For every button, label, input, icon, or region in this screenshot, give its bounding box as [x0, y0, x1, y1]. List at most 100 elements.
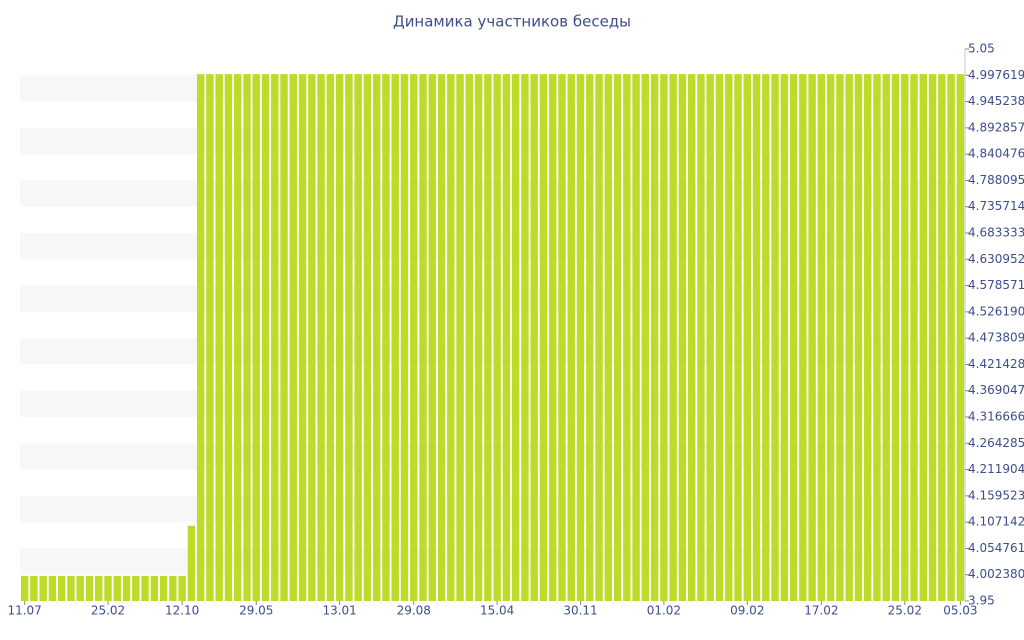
- bar: [437, 74, 446, 601]
- bar: [215, 74, 223, 601]
- bar: [650, 74, 659, 601]
- bar: [715, 74, 724, 601]
- bar: [938, 74, 946, 601]
- x-tick-label: 15.04: [480, 604, 514, 618]
- y-tick-label: 4.002380: [968, 567, 1024, 581]
- bar: [48, 575, 57, 601]
- bar: [178, 575, 186, 601]
- bar: [845, 74, 853, 601]
- bar: [734, 74, 742, 601]
- bar: [57, 575, 66, 601]
- bar: [493, 74, 501, 601]
- x-tick-label: 11.07: [7, 604, 41, 618]
- bar: [613, 74, 622, 601]
- bar: [576, 74, 585, 601]
- bar: [419, 74, 427, 601]
- y-tick-label: 4.369047: [968, 383, 1024, 397]
- y-tick-label: 4.840476: [968, 147, 1024, 161]
- bar: [187, 525, 196, 601]
- bar: [632, 74, 640, 601]
- bar: [354, 74, 362, 601]
- bar: [687, 74, 696, 601]
- bar: [919, 74, 928, 601]
- bar: [363, 74, 372, 601]
- y-tick-label: 4.630952: [968, 252, 1024, 266]
- bar: [660, 74, 668, 601]
- bar: [771, 74, 779, 601]
- bar: [530, 74, 538, 601]
- bar: [447, 74, 455, 601]
- y-tick-label: 4.107142: [968, 515, 1024, 529]
- bar: [910, 74, 918, 601]
- bar: [891, 74, 900, 601]
- bar: [826, 74, 835, 601]
- bar: [39, 575, 47, 601]
- y-tick-label: 4.316666: [968, 410, 1024, 424]
- bar: [150, 575, 159, 601]
- bar: [752, 74, 761, 601]
- bar: [271, 74, 279, 601]
- x-tick-label: 29.08: [397, 604, 431, 618]
- bar: [901, 74, 909, 601]
- bar: [67, 575, 75, 601]
- y-tick-label: 4.054761: [968, 541, 1024, 555]
- y-tick-label: 4.159523: [968, 488, 1024, 502]
- y-tick-label: 4.683333: [968, 226, 1024, 240]
- y-tick-label: 4.264285: [968, 436, 1024, 450]
- y-tick-label: 4.788095: [968, 173, 1024, 187]
- bar: [252, 74, 260, 601]
- bar: [558, 74, 566, 601]
- x-tick-label: 25.02: [888, 604, 922, 618]
- bar: [456, 74, 464, 601]
- bar: [20, 575, 29, 601]
- chart-title: Динамика участников беседы: [393, 13, 631, 31]
- bar: [706, 74, 714, 601]
- bar: [567, 74, 575, 601]
- bar: [224, 74, 233, 601]
- bar: [808, 74, 816, 601]
- bar: [169, 575, 177, 601]
- bar: [539, 74, 548, 601]
- bar: [549, 74, 557, 601]
- bar: [947, 74, 955, 601]
- x-tick-label: 09.02: [730, 604, 764, 618]
- bar: [799, 74, 807, 601]
- bar: [335, 74, 344, 601]
- bar: [141, 575, 149, 601]
- x-tick-label: 12.10: [165, 604, 199, 618]
- bar: [465, 74, 474, 601]
- y-tick-label: 4.211904: [968, 462, 1024, 476]
- bar: [882, 74, 890, 601]
- y-tick-label: 4.945238: [968, 94, 1024, 108]
- bar: [697, 74, 705, 601]
- bar: [261, 74, 270, 601]
- bar: [743, 74, 751, 601]
- bar: [502, 74, 511, 601]
- bar: [85, 575, 94, 601]
- bar: [595, 74, 603, 601]
- y-tick-label: 5.05: [968, 42, 995, 56]
- x-tick-label: 05.03: [943, 604, 977, 618]
- bar: [604, 74, 613, 601]
- y-tick-label: 4.421428: [968, 357, 1024, 371]
- bar: [234, 74, 242, 601]
- bar: [30, 575, 38, 601]
- bar: [326, 74, 335, 601]
- bar: [873, 74, 881, 601]
- bar: [206, 74, 214, 601]
- bar: [854, 74, 863, 601]
- bar: [104, 575, 112, 601]
- bar: [641, 74, 650, 601]
- y-tick-label: 4.997619: [968, 68, 1024, 82]
- bar: [76, 575, 84, 601]
- bar: [428, 74, 436, 601]
- x-tick-label: 01.02: [647, 604, 681, 618]
- bar: [956, 74, 965, 601]
- bar: [836, 74, 844, 601]
- bar: [298, 74, 307, 601]
- bar: [196, 74, 205, 601]
- bar: [789, 74, 798, 601]
- bar: [521, 74, 529, 601]
- bar: [669, 74, 677, 601]
